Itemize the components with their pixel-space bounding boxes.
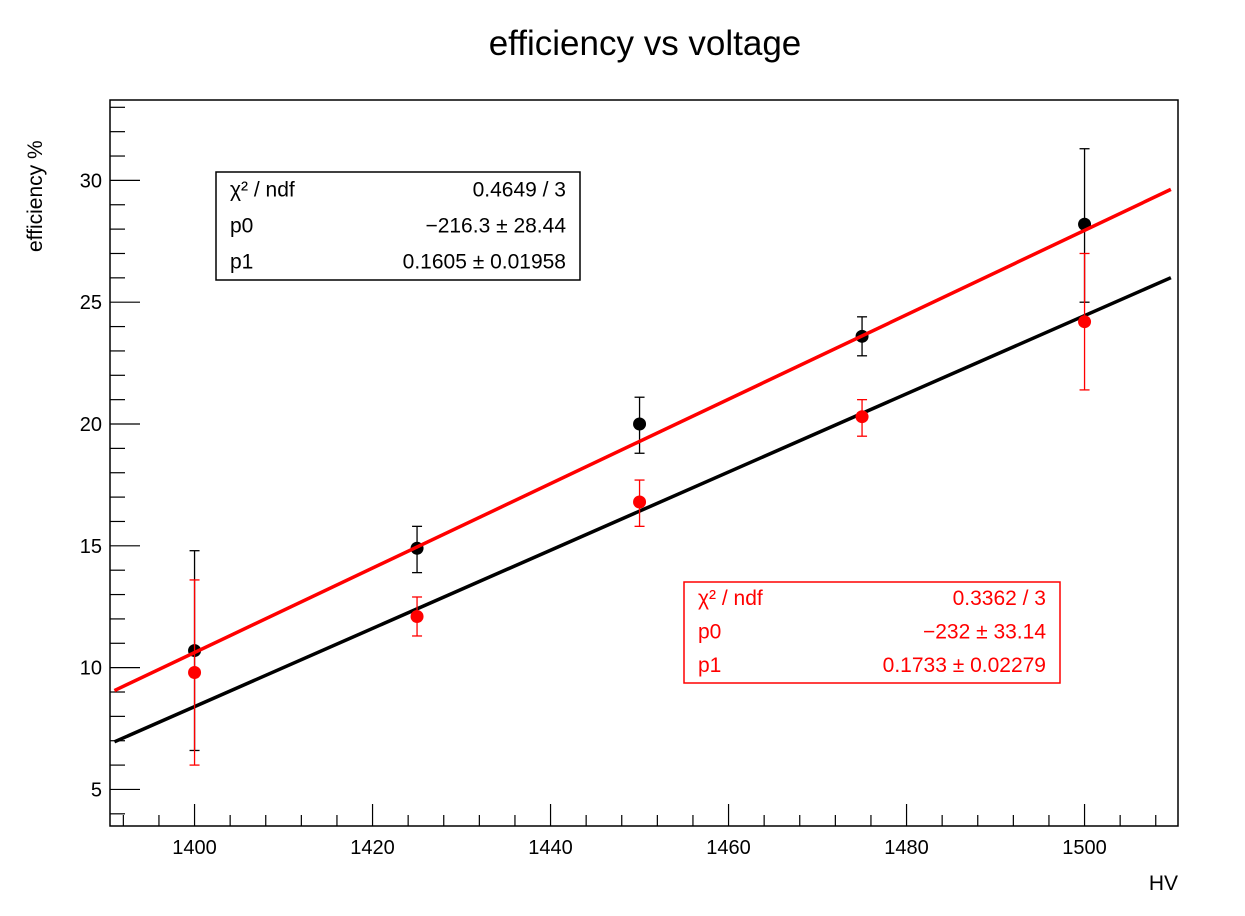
plot-area: 1400 1420 1440 1460 1480 1500 5 10 15 20 25 30 χ² / … bbox=[80, 99, 1179, 859]
stats-box-0: χ² / ndf 0.4649 / 3 p0 −216.3 ± 28.44 p1 0.16… bbox=[215, 171, 581, 281]
data-point bbox=[855, 410, 869, 424]
x-tick-label: 1400 bbox=[172, 837, 217, 859]
chart-title: efficiency vs voltage bbox=[489, 24, 802, 63]
y-tick-label: 5 bbox=[91, 779, 102, 801]
x-tick-label: 1460 bbox=[706, 837, 751, 859]
stats-label: p0 bbox=[230, 214, 253, 237]
stats-value: 0.1605 ± 0.01958 bbox=[403, 250, 566, 273]
x-tick-label: 1420 bbox=[350, 837, 395, 859]
fit-line bbox=[113, 187, 1172, 693]
data-point bbox=[633, 417, 647, 431]
x-tick-label: 1440 bbox=[528, 837, 573, 859]
x-tick-label: 1500 bbox=[1062, 837, 1107, 859]
stats-value: −216.3 ± 28.44 bbox=[425, 214, 566, 237]
stats-box-frame bbox=[683, 581, 1061, 684]
x-tick-label: 1480 bbox=[884, 837, 929, 859]
data-point bbox=[633, 495, 647, 509]
data-point bbox=[188, 666, 202, 680]
stats-box-frame bbox=[215, 171, 581, 281]
stats-label: p1 bbox=[230, 250, 253, 273]
stats-value: 0.4649 / 3 bbox=[473, 178, 566, 201]
stats-label: χ² / ndf bbox=[230, 178, 295, 201]
data-point bbox=[1078, 315, 1092, 329]
fit-line bbox=[113, 276, 1172, 744]
series-1 bbox=[113, 187, 1172, 766]
stats-box-1: χ² / ndf 0.3362 / 3 p0 −232 ± 33.14 p1 0.1733… bbox=[683, 581, 1061, 684]
x-axis-title: HV bbox=[1149, 872, 1178, 895]
stats-label: p0 bbox=[698, 621, 721, 644]
stats-label: p1 bbox=[698, 654, 721, 677]
y-tick-label: 10 bbox=[80, 658, 102, 680]
stats-label: χ² / ndf bbox=[698, 587, 763, 610]
stats-value: 0.1733 ± 0.02279 bbox=[883, 654, 1046, 677]
plot-frame bbox=[109, 99, 1179, 827]
y-tick-label: 25 bbox=[80, 292, 102, 314]
data-point bbox=[410, 609, 424, 623]
y-tick-label: 30 bbox=[80, 170, 102, 192]
y-tick-label: 15 bbox=[80, 536, 102, 558]
stats-value: 0.3362 / 3 bbox=[953, 587, 1046, 610]
y-axis-title: efficiency % bbox=[24, 140, 47, 252]
stats-value: −232 ± 33.14 bbox=[923, 621, 1046, 644]
y-tick-label: 20 bbox=[80, 414, 102, 436]
